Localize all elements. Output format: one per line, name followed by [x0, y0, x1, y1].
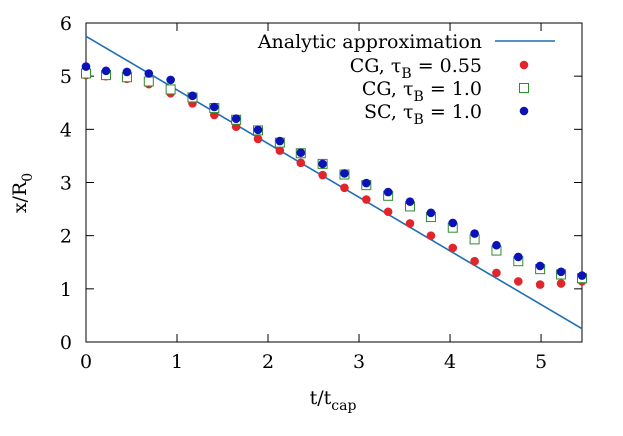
y-tick-label: 0 — [60, 332, 72, 354]
sc-10-point — [101, 66, 111, 76]
x-tick-label: 5 — [535, 351, 547, 373]
sc-10-point — [144, 69, 154, 78]
y-tick-label: 5 — [60, 66, 72, 88]
y-tick-label: 1 — [60, 279, 72, 301]
cg-055-point — [275, 146, 285, 155]
cg-055-point — [535, 280, 545, 289]
cg-055-series — [81, 70, 587, 289]
cg-10-point — [165, 84, 176, 95]
legend-cg-055-swatch — [519, 60, 529, 70]
sc-10-point — [318, 159, 327, 169]
cg-055-point — [448, 243, 458, 253]
cg-055-point — [253, 134, 263, 144]
cg-055-point — [362, 195, 371, 204]
legend-analytic-label: Analytic approximation — [257, 31, 482, 53]
sc-10-point — [275, 136, 285, 146]
sc-10-point — [577, 271, 587, 280]
cg-055-point — [318, 170, 327, 180]
cg-055-point — [513, 277, 523, 286]
cg-055-point — [340, 183, 349, 193]
sc-10-point — [448, 218, 458, 228]
sc-10-point — [210, 102, 219, 112]
cg-10-series — [81, 68, 587, 284]
x-tick-label: 2 — [262, 351, 274, 373]
analytic-line — [85, 35, 583, 330]
y-axis-label: x/R0 — [9, 173, 36, 213]
sc-10-point — [340, 169, 349, 178]
sc-10-point — [405, 197, 415, 206]
cg-055-point — [426, 231, 436, 240]
tick-marks — [85, 22, 582, 343]
x-axis-label: t/tcap — [310, 387, 357, 414]
sc-10-point — [188, 91, 197, 101]
sc-10-point — [383, 187, 393, 197]
cg-055-point — [405, 219, 415, 228]
sc-10-point — [362, 178, 371, 188]
legend-cg-10-label: CG, τB = 1.0 — [362, 78, 482, 105]
y-tick-label: 3 — [60, 173, 72, 195]
sc-10-point — [253, 125, 263, 135]
sc-10-point — [535, 261, 545, 271]
x-tick-label: 0 — [80, 351, 92, 373]
cg-055-point — [492, 268, 501, 278]
sc-10-point — [296, 148, 306, 158]
y-tick-label: 4 — [60, 119, 72, 141]
legend-sc-10-label: SC, τB = 1.0 — [364, 101, 482, 128]
sc-10-point — [492, 240, 501, 250]
cg-055-point — [296, 158, 306, 168]
cg-055-point — [556, 279, 566, 288]
sc-10-point — [166, 75, 175, 85]
sc-10-point — [426, 208, 436, 218]
cg-10-point — [143, 76, 154, 87]
x-tick-label: 1 — [171, 351, 183, 373]
y-tick-label: 2 — [60, 226, 72, 248]
legend-cg-10-swatch — [519, 83, 529, 93]
sc-10-point — [231, 114, 241, 123]
tick-labels: 0 1 2 3 4 5 0 1 2 3 4 5 6 — [60, 13, 547, 373]
cg-055-point — [470, 256, 479, 266]
sc-10-point — [556, 267, 566, 277]
sc-10-point — [122, 67, 132, 77]
sc-10-point — [513, 252, 523, 262]
cg-055-point — [383, 207, 393, 217]
x-tick-label: 4 — [444, 351, 456, 373]
y-tick-label: 6 — [60, 13, 72, 35]
legend-sc-10-swatch — [519, 106, 529, 116]
sc-10-series — [81, 62, 587, 280]
legend-cg-055-label: CG, τB = 0.55 — [350, 55, 482, 82]
sc-10-point — [81, 62, 91, 71]
plot-area — [81, 35, 587, 330]
x-tick-label: 3 — [353, 351, 365, 373]
sc-10-point — [470, 229, 479, 238]
